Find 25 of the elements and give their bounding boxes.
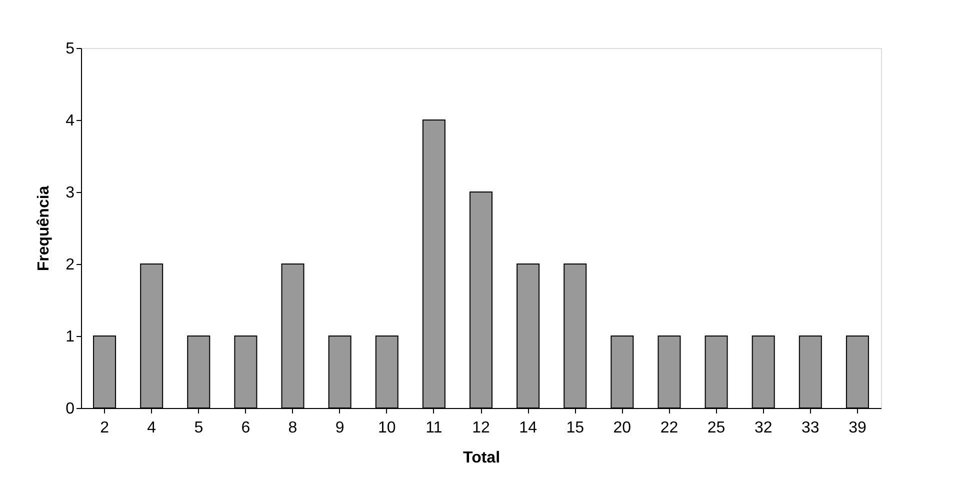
x-tick-label: 9 <box>335 420 344 436</box>
x-tick-label: 11 <box>426 420 442 436</box>
y-tick-label: 1 <box>66 328 75 346</box>
x-tick-label: 2 <box>100 420 110 436</box>
x-tick-label: 39 <box>848 420 866 436</box>
x-tick-label: 12 <box>472 420 490 436</box>
y-axis-title: Frequência <box>36 186 53 272</box>
x-tick-label: 32 <box>754 420 772 436</box>
y-tick-label: 5 <box>66 40 75 58</box>
y-tick-label: 3 <box>66 184 75 202</box>
y-tick-label: 2 <box>66 256 75 274</box>
x-tick-label: 8 <box>288 420 298 436</box>
y-tick-label: 4 <box>66 112 75 130</box>
x-tick-label: 33 <box>802 420 820 436</box>
x-tick-label: 20 <box>613 420 632 436</box>
y-tick-label: 0 <box>66 400 75 418</box>
x-tick-label: 25 <box>707 420 726 436</box>
x-tick-label: 15 <box>566 420 584 436</box>
x-axis-title: Total <box>462 450 500 466</box>
x-tick-label: 10 <box>378 420 396 436</box>
x-tick-label: 14 <box>519 420 538 436</box>
x-tick-label: 6 <box>241 420 250 436</box>
x-tick-label: 4 <box>147 420 156 436</box>
x-tick-label: 5 <box>194 420 204 436</box>
x-tick-label: 22 <box>660 420 678 436</box>
